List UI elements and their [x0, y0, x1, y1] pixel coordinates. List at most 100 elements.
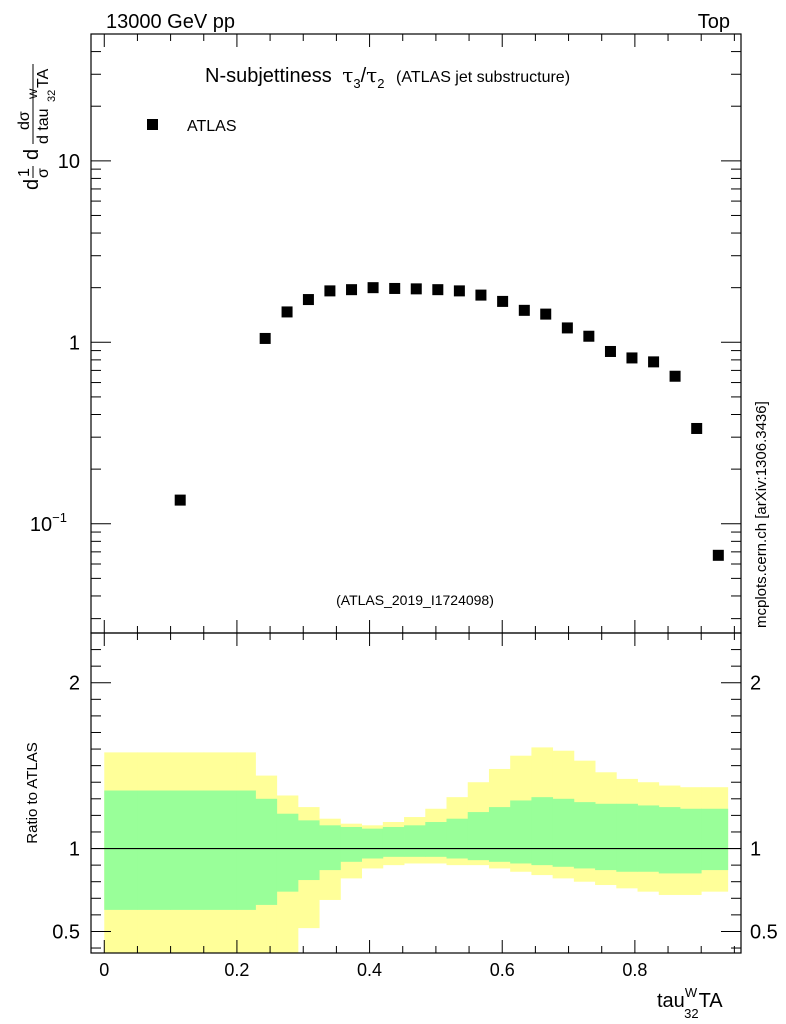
inner-band-bin: [340, 826, 363, 862]
title-tau-3: τ: [342, 63, 353, 87]
inner-band-bin: [236, 790, 256, 910]
data-point: [410, 283, 422, 295]
inner-band-bin: [137, 790, 171, 910]
inner-band-bin: [637, 805, 660, 872]
x-tick-label: 0.6: [490, 960, 515, 980]
inner-band-bin: [319, 825, 341, 871]
legend-label: ATLAS: [187, 118, 237, 135]
ratio-y-tick-label-left: 1: [69, 839, 80, 861]
ylabel-ta: TA: [35, 68, 52, 88]
inner-band-bin: [531, 797, 554, 866]
data-point: [453, 285, 465, 297]
ylabel-d2: d: [21, 149, 43, 160]
data-point: [691, 422, 703, 434]
title-tau-2: τ: [366, 63, 377, 87]
data-point: [302, 294, 314, 306]
data-point: [626, 352, 638, 364]
title-slash: /: [361, 65, 367, 87]
xlabel-sup: W: [685, 985, 698, 1000]
inner-band-bin: [170, 790, 205, 910]
inner-band-bin: [382, 826, 405, 857]
energy-label: 13000 GeV pp: [106, 11, 235, 33]
legend-marker: [147, 119, 158, 130]
data-markers: [174, 282, 724, 561]
inner-band-bin: [658, 807, 681, 874]
xlabel-tail: TA: [699, 990, 724, 1012]
data-point: [712, 549, 724, 561]
inner-band-bin: [104, 790, 138, 910]
ylabel-d1: d: [21, 179, 43, 190]
inner-band-bin: [203, 790, 238, 910]
data-point: [367, 282, 379, 294]
ylabel-one: 1: [16, 168, 33, 177]
inner-band-bin: [701, 808, 729, 871]
inner-band-bin: [552, 798, 575, 867]
inner-band-bin: [404, 825, 426, 857]
ylabel-sub: 32: [46, 90, 58, 102]
inner-band-bin: [679, 808, 702, 874]
x-tick-label: 0.4: [357, 960, 382, 980]
y-tick-label: 10−1: [30, 510, 67, 536]
title-suffix: (ATLAS jet substructure): [396, 69, 570, 86]
data-point: [540, 308, 552, 320]
inner-band-bin: [573, 802, 596, 869]
inner-band-bin: [361, 828, 384, 859]
plot-title: N-subjettiness τ3/τ2 (ATLAS jet substruc…: [205, 63, 570, 93]
data-point: [475, 289, 487, 301]
inner-band-bin: [467, 812, 490, 861]
ratio-y-tick-label-right: 1: [750, 839, 761, 861]
inner-band-bin: [488, 807, 511, 862]
x-tick-label: 0.2: [224, 960, 249, 980]
analysis-id: (ATLAS_2019_I1724098): [336, 592, 494, 608]
data-point: [432, 284, 444, 296]
inner-band-bin: [595, 803, 617, 871]
inner-band-bin: [446, 818, 469, 859]
y-tick-label: 1: [69, 332, 80, 354]
data-point: [174, 494, 186, 506]
inner-band-bin: [297, 820, 320, 881]
data-point: [324, 285, 336, 297]
x-axis-label: tauW 32TA: [657, 985, 723, 1021]
data-point: [518, 304, 530, 316]
data-point: [604, 345, 616, 357]
axes: 0 0.2 0.4 0.6 0.8 10−1 1 10 0.5 0.5 1 1 2 2: [30, 33, 778, 980]
ratio-y-tick-label-right: 0.5: [750, 921, 778, 943]
inner-band-bin: [616, 803, 638, 872]
title-sub-2: 2: [377, 76, 384, 91]
xlabel-base: tau: [657, 990, 685, 1012]
y-tick-label: 10: [58, 151, 80, 173]
title-text: N-subjettiness: [205, 65, 332, 87]
ratio-y-tick-label-left: 0.5: [52, 921, 80, 943]
process-label: Top: [698, 11, 730, 33]
data-point: [561, 322, 573, 334]
inner-band-bin: [276, 813, 299, 892]
data-point: [259, 332, 271, 344]
ratio-y-label: Ratio to ATLAS: [24, 742, 41, 843]
ratio-frame: [90, 632, 742, 954]
data-point: [346, 284, 358, 296]
inner-band-bin: [425, 822, 447, 857]
main-y-label: d 1 σ d dσ d tau W 32 TA: [16, 64, 58, 190]
data-point: [669, 370, 681, 382]
ratio-bands: [91, 747, 741, 953]
ratio-y-tick-label-left: 2: [69, 673, 80, 695]
data-point: [281, 306, 293, 318]
inner-band-bin: [255, 798, 278, 905]
data-point: [583, 330, 595, 342]
inner-band-bin: [510, 800, 532, 864]
data-point: [497, 295, 509, 307]
xlabel-sub: 32: [684, 1006, 698, 1021]
x-tick-label: 0: [99, 960, 109, 980]
data-point: [648, 356, 660, 368]
source-label: mcplots.cern.ch [arXiv:1306.3436]: [753, 401, 770, 628]
ylabel-dtau: d tau: [35, 108, 52, 144]
ratio-y-tick-label-right: 2: [750, 673, 761, 695]
title-sub-3: 3: [353, 76, 360, 91]
ylabel-dsigma: dσ: [16, 111, 33, 130]
ylabel-sigma: σ: [35, 168, 52, 178]
x-tick-label: 0.8: [622, 960, 647, 980]
ylabel-w: W: [28, 88, 40, 99]
data-point: [389, 282, 401, 294]
